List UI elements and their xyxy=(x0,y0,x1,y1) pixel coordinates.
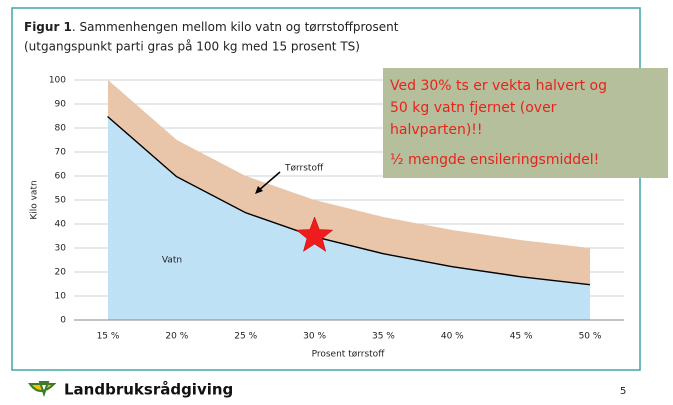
title-rest: . Sammenhengen mellom kilo vatn og tørrs… xyxy=(72,20,399,34)
y-tick-label: 60 xyxy=(55,172,67,182)
annotation-line: 50 kg vatn fjernet (over xyxy=(390,100,557,116)
x-tick-label: 25 % xyxy=(234,332,257,342)
x-tick-label: 20 % xyxy=(165,332,188,342)
footer-brand: Landbruksrådgiving xyxy=(64,381,233,399)
y-tick-label: 30 xyxy=(55,244,67,254)
title-bold: Figur 1 xyxy=(24,20,72,34)
y-tick-label: 70 xyxy=(55,148,67,158)
annotation-line: halvparten)!! xyxy=(390,122,483,138)
y-tick-label: 50 xyxy=(55,196,67,206)
series-label: Vatn xyxy=(162,256,182,266)
chart-subtitle: (utgangspunkt parti gras på 100 kg med 1… xyxy=(24,40,360,54)
x-axis-label: Prosent tørrstoff xyxy=(312,350,386,360)
arrow-head xyxy=(255,186,263,194)
x-tick-label: 40 % xyxy=(441,332,464,342)
x-tick-label: 30 % xyxy=(303,332,326,342)
annotation-line: Ved 30% ts er vekta halvert og xyxy=(390,78,607,94)
y-axis-label: Kilo vatn xyxy=(30,180,40,219)
y-tick-label: 90 xyxy=(55,100,67,110)
star-marker xyxy=(295,216,334,252)
area xyxy=(108,80,590,284)
annotation-box xyxy=(383,68,668,178)
y-tick-label: 80 xyxy=(55,124,67,134)
series-label: Tørrstoff xyxy=(284,164,324,174)
y-tick-label: 20 xyxy=(55,268,67,278)
annotation-line: ½ mengde ensileringsmiddel! xyxy=(390,152,599,168)
y-tick-label: 0 xyxy=(60,316,66,326)
arrow xyxy=(257,171,281,192)
x-tick-label: 45 % xyxy=(510,332,533,342)
chart-title: Figur 1. Sammenhengen mellom kilo vatn o… xyxy=(24,20,399,34)
x-tick-label: 15 % xyxy=(97,332,120,342)
logo-icon xyxy=(28,381,57,398)
x-tick-label: 50 % xyxy=(579,332,602,342)
plot: 0 10 20 30 40 50 60 70 80 90 100 15 % 20 % 25 % 30 % 35… xyxy=(49,76,624,342)
y-tick-label: 40 xyxy=(55,220,67,230)
page-number: 5 xyxy=(620,386,626,397)
y-tick-label: 10 xyxy=(55,292,67,302)
x-tick-label: 35 % xyxy=(372,332,395,342)
y-tick-label: 100 xyxy=(49,76,66,86)
